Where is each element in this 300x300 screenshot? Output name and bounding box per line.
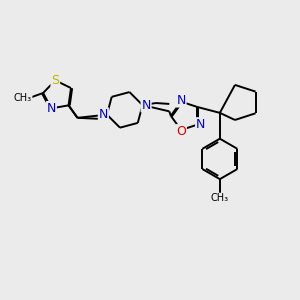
Text: N: N bbox=[141, 99, 151, 112]
Text: CH₃: CH₃ bbox=[14, 93, 32, 103]
Text: CH₃: CH₃ bbox=[211, 194, 229, 203]
Text: N: N bbox=[99, 108, 108, 121]
Text: N: N bbox=[176, 94, 186, 107]
Text: O: O bbox=[176, 125, 186, 138]
Text: S: S bbox=[51, 74, 59, 87]
Text: N: N bbox=[47, 102, 56, 115]
Text: N: N bbox=[196, 118, 205, 131]
